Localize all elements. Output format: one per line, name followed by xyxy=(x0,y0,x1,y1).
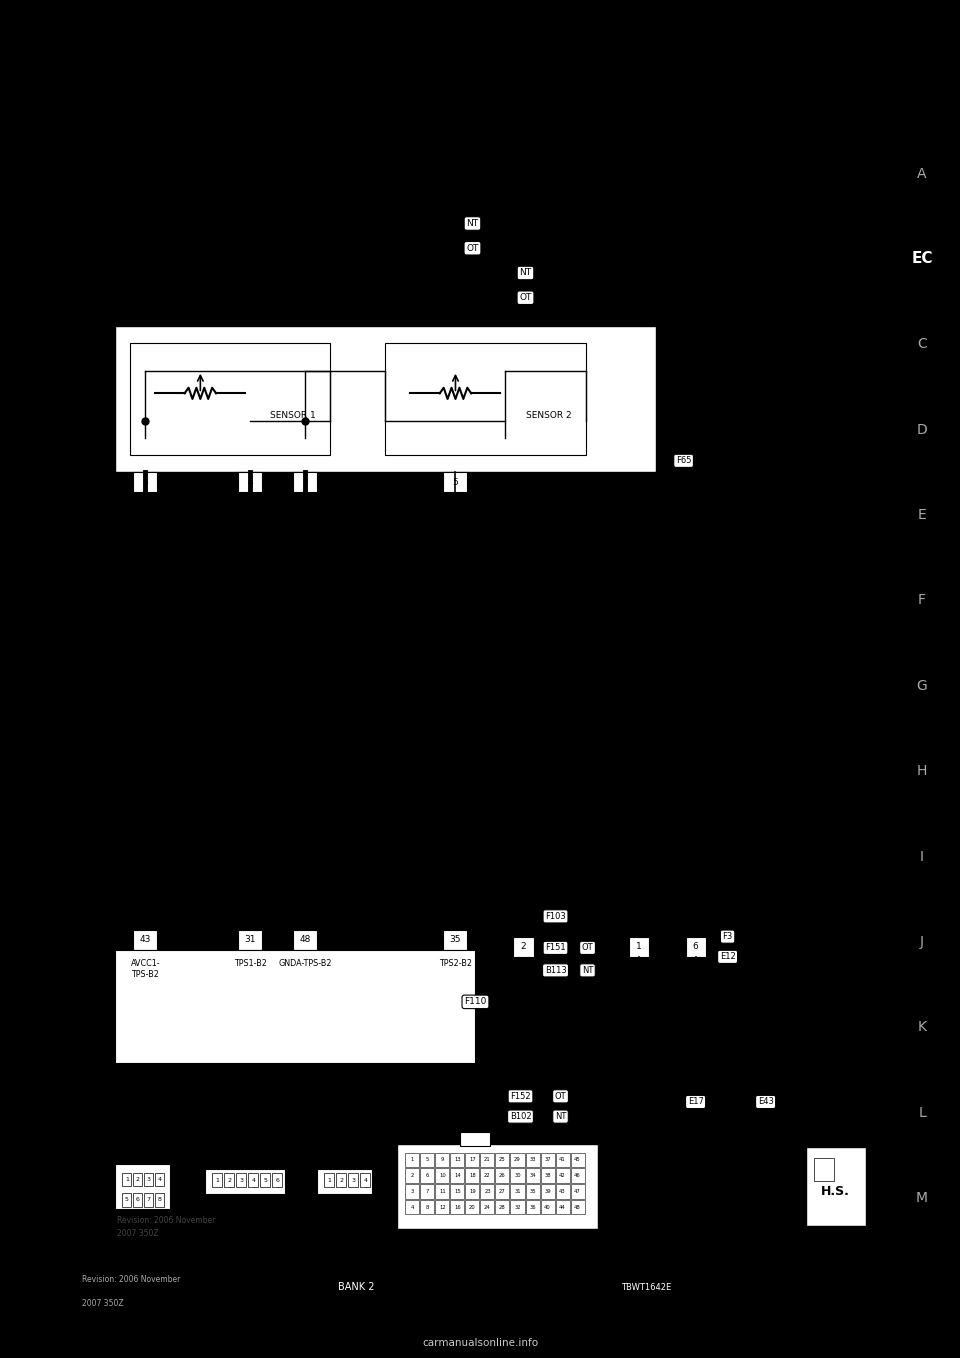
Text: TPS2-B2: TPS2-B2 xyxy=(439,959,472,968)
Text: F3: F3 xyxy=(137,1218,148,1226)
Text: 47: 47 xyxy=(574,1188,581,1194)
Bar xyxy=(122,1173,132,1187)
Text: BANK 2: BANK 2 xyxy=(338,1282,374,1293)
Bar xyxy=(420,1168,435,1183)
Text: Revision: 2006 November: Revision: 2006 November xyxy=(117,1215,216,1225)
Text: 7: 7 xyxy=(426,1188,429,1194)
Text: 22: 22 xyxy=(484,1173,491,1179)
Text: 42: 42 xyxy=(559,1173,565,1179)
Bar xyxy=(514,937,534,957)
Bar xyxy=(805,1148,866,1226)
Text: 23: 23 xyxy=(484,1188,491,1194)
Text: *1: *1 xyxy=(495,1012,506,1021)
Text: 13: 13 xyxy=(454,1157,461,1162)
Text: 1: 1 xyxy=(215,1177,219,1183)
Text: 41: 41 xyxy=(559,1157,565,1162)
Bar xyxy=(405,1184,420,1199)
Text: 4: 4 xyxy=(411,1205,414,1210)
Text: F103: F103 xyxy=(333,1205,355,1213)
Bar xyxy=(481,1168,494,1183)
Text: 5: 5 xyxy=(125,1198,129,1202)
Bar xyxy=(556,1168,569,1183)
Text: 37: 37 xyxy=(544,1157,551,1162)
Bar xyxy=(450,1168,465,1183)
Text: M: M xyxy=(916,1191,928,1205)
Text: F110: F110 xyxy=(465,997,487,1006)
Text: OT: OT xyxy=(467,243,479,253)
Text: 29: 29 xyxy=(515,1157,521,1162)
Text: 2: 2 xyxy=(135,1177,140,1181)
Text: SENSOR 1: SENSOR 1 xyxy=(271,411,316,421)
Text: B: B xyxy=(139,1229,145,1238)
Text: 6: 6 xyxy=(276,1177,279,1183)
Text: 5: 5 xyxy=(426,1157,429,1162)
Text: OR/L: OR/L xyxy=(134,918,156,928)
Text: 31: 31 xyxy=(245,936,256,945)
Text: B/P: B/P xyxy=(666,737,681,747)
Text: 34: 34 xyxy=(529,1173,536,1179)
Text: 8: 8 xyxy=(426,1205,429,1210)
Bar xyxy=(481,1200,494,1214)
Text: F151: F151 xyxy=(545,944,565,952)
Text: 18: 18 xyxy=(469,1173,476,1179)
Text: H.S.: H.S. xyxy=(821,1186,851,1199)
Text: B/W: B/W xyxy=(481,877,498,885)
Text: 43: 43 xyxy=(139,936,151,945)
Bar xyxy=(450,1200,465,1214)
Bar xyxy=(397,1143,597,1229)
Text: 2007 350Z: 2007 350Z xyxy=(117,1229,159,1238)
Bar xyxy=(556,1153,569,1168)
Text: NT: NT xyxy=(467,219,478,228)
Bar xyxy=(511,1184,524,1199)
Text: B: B xyxy=(636,917,641,925)
Bar xyxy=(495,1153,510,1168)
Text: B/W: B/W xyxy=(566,794,585,803)
Bar xyxy=(133,1194,142,1206)
Text: C: C xyxy=(917,337,927,352)
Bar xyxy=(525,1200,540,1214)
Text: 4: 4 xyxy=(252,1177,255,1183)
Text: F152: F152 xyxy=(510,1092,531,1101)
Text: 40: 40 xyxy=(544,1205,551,1210)
Bar xyxy=(540,1168,555,1183)
Bar xyxy=(131,342,330,455)
Bar xyxy=(115,326,656,473)
Bar xyxy=(450,1153,465,1168)
Bar xyxy=(450,1184,465,1199)
Text: B: B xyxy=(492,1240,498,1249)
Text: OT: OT xyxy=(519,293,532,303)
Bar xyxy=(570,1153,585,1168)
Text: L/G: L/G xyxy=(243,918,258,928)
Text: 39: 39 xyxy=(544,1188,551,1194)
Bar xyxy=(436,1153,449,1168)
Text: F65: F65 xyxy=(237,1205,253,1213)
Bar xyxy=(405,1168,420,1183)
Text: 2: 2 xyxy=(411,1173,414,1179)
Text: 26: 26 xyxy=(499,1173,506,1179)
Text: F103: F103 xyxy=(545,911,565,921)
Text: B113: B113 xyxy=(544,966,566,975)
Text: 3: 3 xyxy=(239,1177,244,1183)
Bar xyxy=(133,473,157,493)
Text: GNDA-TPS-B2: GNDA-TPS-B2 xyxy=(278,959,332,968)
Bar xyxy=(405,1153,420,1168)
Bar xyxy=(495,1184,510,1199)
Text: W/L: W/L xyxy=(297,918,314,928)
Text: 6: 6 xyxy=(426,1173,429,1179)
Text: W/L: W/L xyxy=(297,502,314,512)
Text: EC-TPS1B2-01: EC-TPS1B2-01 xyxy=(785,158,886,171)
Text: B/W: B/W xyxy=(664,794,683,803)
Text: SENSOR 2: SENSOR 2 xyxy=(525,411,571,421)
Text: 48: 48 xyxy=(574,1205,581,1210)
Bar xyxy=(156,1173,164,1187)
Text: NT: NT xyxy=(519,269,532,277)
Bar xyxy=(115,1164,170,1209)
Text: ELECTRIC
THROTTLE
CONTROL
ACTUATOR
(BANK 2)
(THROTTLE
 POSITION
 SENSOR): ELECTRIC THROTTLE CONTROL ACTUATOR (BANK… xyxy=(665,365,712,452)
Text: K: K xyxy=(918,1020,926,1035)
Bar xyxy=(436,1168,449,1183)
Text: B/W: B/W xyxy=(481,911,498,921)
Bar xyxy=(249,1173,258,1187)
Bar xyxy=(236,1173,247,1187)
Text: EC: EC xyxy=(911,251,933,266)
Text: 2: 2 xyxy=(520,942,526,951)
